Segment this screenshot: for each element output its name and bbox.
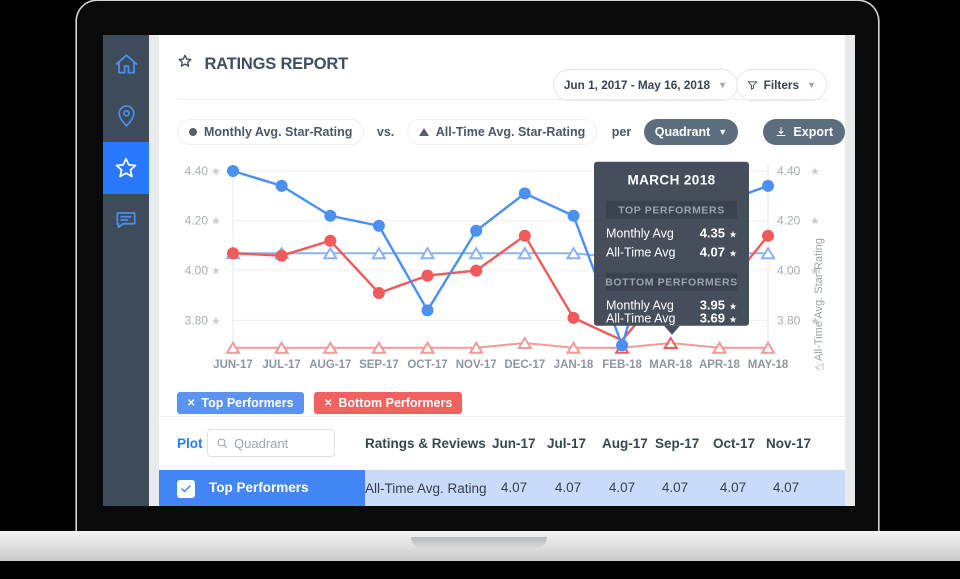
svg-text:3.69: 3.69 [700, 311, 725, 326]
svg-text:4.35: 4.35 [700, 226, 725, 241]
svg-text:OCT-17: OCT-17 [407, 359, 447, 370]
svg-text:TOP PERFORMERS: TOP PERFORMERS [618, 205, 725, 217]
svg-text:MAY-18: MAY-18 [748, 359, 789, 370]
svg-text:FEB-18: FEB-18 [602, 359, 642, 370]
svg-text:MARCH 2018: MARCH 2018 [627, 173, 715, 188]
svg-text:SEP-17: SEP-17 [359, 359, 399, 370]
svg-text:★: ★ [810, 216, 820, 228]
svg-text:△ All-Time Avg. Star-Rating: △ All-Time Avg. Star-Rating [813, 238, 825, 370]
svg-text:NOV-17: NOV-17 [456, 359, 497, 370]
svg-text:JUN-17: JUN-17 [213, 359, 253, 370]
svg-text:4.00: 4.00 [777, 263, 801, 277]
svg-text:AUG-17: AUG-17 [309, 359, 351, 370]
svg-text:3.80: 3.80 [777, 313, 801, 327]
svg-text:4.20: 4.20 [185, 214, 209, 228]
svg-text:APR-18: APR-18 [699, 359, 741, 370]
svg-text:★: ★ [729, 302, 737, 312]
svg-text:JUL-17: JUL-17 [262, 359, 300, 370]
svg-text:4.40: 4.40 [185, 164, 209, 178]
svg-text:★: ★ [729, 230, 737, 240]
svg-text:★: ★ [211, 265, 221, 277]
svg-text:Monthly Avg: Monthly Avg [606, 227, 674, 241]
svg-text:★: ★ [729, 249, 737, 259]
svg-text:★: ★ [211, 166, 221, 178]
svg-text:4.07: 4.07 [700, 245, 725, 260]
svg-text:Monthly Avg: Monthly Avg [606, 299, 674, 313]
svg-text:BOTTOM PERFORMERS: BOTTOM PERFORMERS [605, 277, 738, 289]
svg-text:4.00: 4.00 [185, 263, 209, 277]
svg-text:4.20: 4.20 [777, 214, 801, 228]
svg-text:All-Time Avg: All-Time Avg [606, 312, 676, 326]
svg-text:★: ★ [729, 315, 737, 325]
svg-text:★: ★ [810, 166, 820, 178]
svg-text:★: ★ [211, 216, 221, 228]
svg-text:3.80: 3.80 [185, 313, 209, 327]
svg-text:4.40: 4.40 [777, 164, 801, 178]
svg-text:★: ★ [211, 315, 221, 327]
svg-text:MAR-18: MAR-18 [649, 359, 692, 370]
svg-text:All-Time Avg: All-Time Avg [606, 246, 676, 260]
svg-text:DEC-17: DEC-17 [504, 359, 545, 370]
svg-text:JAN-18: JAN-18 [554, 359, 594, 370]
